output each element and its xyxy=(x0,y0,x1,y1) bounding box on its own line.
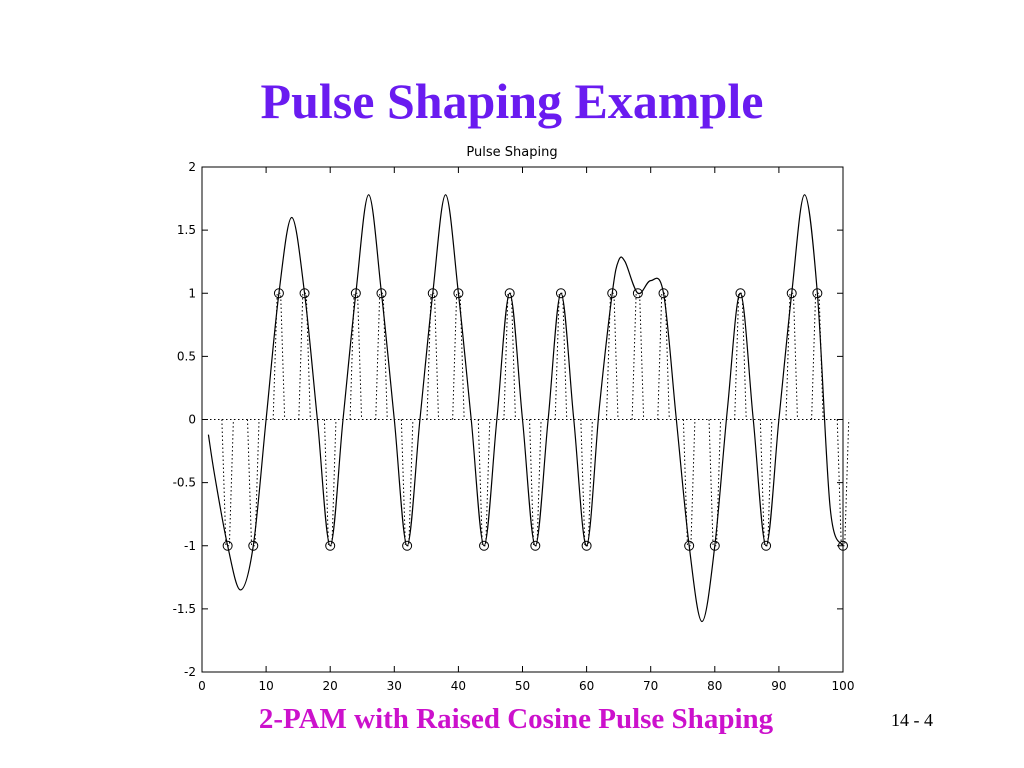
y-tick-label: 1.5 xyxy=(177,223,196,237)
impulse xyxy=(349,292,363,420)
impulse xyxy=(554,292,568,420)
impulse xyxy=(631,292,645,420)
symbol-marker xyxy=(838,540,848,551)
impulse xyxy=(221,419,234,547)
impulse xyxy=(323,419,337,547)
impulse xyxy=(298,292,311,420)
impulse xyxy=(529,419,542,547)
x-tick-label: 50 xyxy=(515,679,530,693)
signal-line xyxy=(207,194,844,623)
symbol-marker xyxy=(325,540,336,551)
x-tick-label: 10 xyxy=(258,679,273,693)
impulse xyxy=(503,292,516,420)
x-tick-label: 70 xyxy=(643,679,658,693)
impulse xyxy=(375,292,388,420)
impulse xyxy=(580,419,593,547)
y-tick-label: -0.5 xyxy=(173,476,196,490)
symbol-marker xyxy=(479,540,490,551)
impulse xyxy=(400,419,414,547)
symbol-marker xyxy=(812,288,823,299)
symbol-marker xyxy=(248,540,259,551)
impulse xyxy=(605,292,619,420)
y-tick-label: 2 xyxy=(188,160,196,174)
chart-title: Pulse Shaping xyxy=(466,145,557,160)
impulse xyxy=(247,419,260,547)
x-tick-label: 40 xyxy=(451,679,466,693)
symbol-marker xyxy=(632,288,643,299)
symbol-marker xyxy=(658,288,669,299)
x-tick-label: 90 xyxy=(771,679,786,693)
impulse xyxy=(426,292,440,420)
symbol-marker xyxy=(555,288,566,299)
symbol-marker xyxy=(299,288,310,299)
y-tick-label: -2 xyxy=(184,665,196,679)
symbol-marker xyxy=(684,540,695,551)
symbol-marker xyxy=(222,540,233,551)
symbol-marker xyxy=(453,288,464,299)
x-tick-label: 100 xyxy=(832,679,855,693)
symbol-marker xyxy=(786,288,797,299)
impulse xyxy=(836,419,850,547)
symbol-marker xyxy=(273,288,284,299)
symbol-marker xyxy=(530,540,541,551)
y-tick-label: -1.5 xyxy=(173,602,196,616)
impulse xyxy=(708,419,722,547)
symbol-marker xyxy=(709,540,720,551)
x-tick-label: 60 xyxy=(579,679,594,693)
impulse xyxy=(272,292,286,420)
impulse xyxy=(734,292,747,420)
y-tick-label: 1 xyxy=(188,286,196,300)
impulse xyxy=(452,292,465,420)
page-number: 14 - 4 xyxy=(891,710,933,730)
impulse xyxy=(759,419,773,547)
symbol-marker xyxy=(607,288,618,299)
symbol-marker xyxy=(761,540,772,551)
symbol-marker xyxy=(350,288,361,299)
symbol-marker xyxy=(376,288,387,299)
impulse xyxy=(811,292,824,420)
impulse xyxy=(477,419,491,547)
caption: 2-PAM with Raised Cosine Pulse Shaping xyxy=(259,703,774,735)
x-tick-label: 20 xyxy=(323,679,338,693)
y-tick-label: -1 xyxy=(184,539,196,553)
symbol-marker xyxy=(735,288,746,299)
symbol-marker xyxy=(402,540,413,551)
symbol-marker xyxy=(581,540,592,551)
impulse xyxy=(785,292,798,420)
symbol-marker xyxy=(504,288,515,299)
x-tick-label: 80 xyxy=(707,679,722,693)
slide-title: Pulse Shaping Example xyxy=(261,73,764,129)
y-tick-label: 0.5 xyxy=(177,349,196,363)
symbol-marker xyxy=(427,288,438,299)
impulse xyxy=(657,292,670,420)
y-tick-label: 0 xyxy=(188,413,196,427)
x-tick-label: 30 xyxy=(387,679,402,693)
x-tick-label: 0 xyxy=(198,679,206,693)
impulse xyxy=(682,419,696,547)
